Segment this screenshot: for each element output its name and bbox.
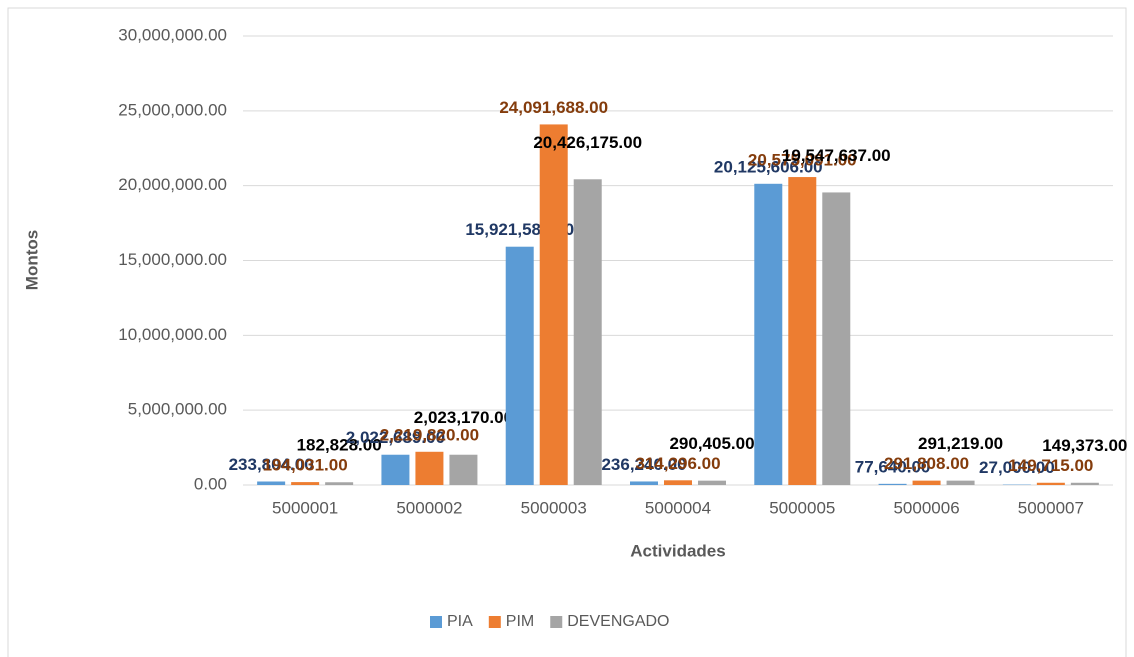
bar	[325, 482, 354, 485]
bar	[291, 482, 320, 485]
bar	[788, 177, 817, 485]
bar	[946, 480, 975, 485]
bar	[878, 483, 907, 485]
legend-label: PIM	[506, 613, 534, 630]
value-label: 2,023,170.00	[414, 408, 513, 427]
bar	[698, 480, 726, 485]
value-label: 20,426,175.00	[533, 133, 642, 152]
chart-border	[7, 7, 1127, 657]
value-label: 291,219.00	[918, 434, 1003, 453]
value-label: 20,125,606.00	[714, 157, 823, 176]
x-tick-label: 5000004	[645, 498, 711, 517]
value-label: 290,405.00	[669, 434, 754, 453]
y-tick-label: 20,000,000.00	[118, 175, 227, 194]
bar	[664, 480, 692, 485]
value-label: 77,640.00	[855, 457, 931, 476]
legend-swatch	[430, 616, 442, 628]
y-axis-title: Montos	[22, 230, 41, 290]
value-label: 19,547,637.00	[782, 146, 891, 165]
value-label: 194,031.00	[263, 456, 348, 475]
bar	[415, 451, 444, 485]
value-label: 233,804.00	[229, 455, 314, 474]
bar	[822, 192, 851, 486]
y-tick-label: 0.00	[194, 474, 227, 493]
bar	[449, 454, 478, 485]
x-tick-label: 5000002	[396, 498, 462, 517]
bar	[1036, 482, 1065, 485]
legend-swatch	[488, 616, 501, 628]
y-tick-label: 5,000,000.00	[128, 400, 227, 419]
value-label: 2,022,689.00	[346, 428, 445, 447]
value-label: 182,828.00	[297, 436, 382, 455]
value-label: 236,240.00	[601, 455, 686, 474]
bar	[539, 124, 568, 485]
legend-swatch	[550, 616, 563, 628]
value-label: 24,091,688.00	[499, 98, 608, 117]
value-label: 149,373.00	[1042, 436, 1127, 455]
bar	[630, 481, 658, 485]
bar	[573, 179, 602, 485]
x-axis-title: Actividades	[630, 541, 725, 560]
x-tick-label: 5000006	[893, 498, 959, 517]
x-tick-label: 5000001	[272, 498, 338, 517]
bar	[1070, 482, 1099, 485]
bar	[381, 454, 410, 485]
x-tick-label: 5000005	[769, 498, 835, 517]
y-tick-label: 15,000,000.00	[118, 250, 227, 269]
x-tick-label: 5000007	[1018, 498, 1084, 517]
value-label: 291,808.00	[884, 454, 969, 473]
value-label: 314,296.00	[635, 454, 720, 473]
bar	[505, 246, 534, 485]
y-tick-label: 25,000,000.00	[118, 100, 227, 119]
legend-label: PIA	[447, 613, 473, 630]
value-label: 149,715.00	[1008, 456, 1093, 475]
bar	[754, 183, 783, 486]
bar	[257, 481, 286, 485]
value-label: 2,219,820.00	[380, 425, 479, 444]
value-label: 27,000.00	[979, 458, 1055, 477]
x-tick-label: 5000003	[521, 498, 587, 517]
legend-label: DEVENGADO	[567, 613, 669, 630]
y-tick-label: 30,000,000.00	[118, 25, 227, 44]
y-tick-label: 10,000,000.00	[118, 325, 227, 344]
bar	[912, 480, 941, 485]
value-label: 20,575,091.00	[748, 151, 857, 170]
